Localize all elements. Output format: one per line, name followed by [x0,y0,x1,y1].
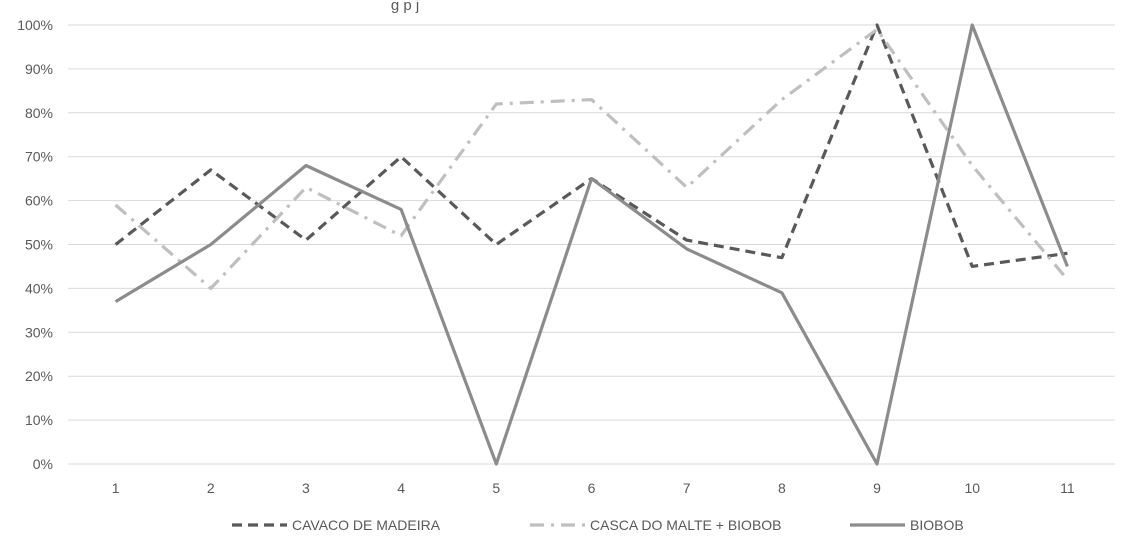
series-line-1 [114,23,1068,268]
series-line-2 [114,27,1069,290]
legend-label: BIOBOB [910,517,964,533]
legend-label: CASCA DO MALTE + BIOBOB [590,517,782,533]
x-tick-label: 7 [683,480,691,496]
y-tick-label: 30% [25,324,53,340]
x-tick-label: 6 [588,480,596,496]
y-tick-label: 10% [25,412,53,428]
x-tick-label: 4 [397,480,405,496]
y-tick-label: 80% [25,105,53,121]
y-tick-label: 20% [25,368,53,384]
x-tick-label: 2 [207,480,215,496]
y-tick-label: 100% [17,17,53,33]
series-lines [114,23,1069,466]
legend: CAVACO DE MADEIRA CASCA DO MALTE + BIOBOB… [232,517,964,533]
legend-label: CAVACO DE MADEIRA [292,517,441,533]
legend-item-3: BIOBOB [850,517,964,533]
x-tick-label: 10 [964,480,980,496]
x-tick-label: 9 [873,480,881,496]
x-tick-label: 11 [1060,480,1075,496]
axes: 0% 10% 20% 30% 40% 50% 60% 70% 80% 90% 100% 1 2 3 4 5 6 7… [17,17,1115,496]
y-tick-label: 40% [25,280,53,296]
y-tick-label: 60% [25,193,53,209]
x-tick-label: 1 [112,480,120,496]
y-tick-label: 90% [25,61,53,77]
series-line-3 [114,23,1069,466]
x-tick-label: 3 [302,480,310,496]
y-tick-label: 0% [33,456,53,472]
x-tick-label: 5 [492,480,500,496]
chart-title: g p j [391,0,419,14]
gridlines [68,24,1115,421]
legend-item-2: CASCA DO MALTE + BIOBOB [530,517,782,533]
y-tick-label: 70% [25,149,53,165]
y-tick-label: 50% [25,237,53,253]
legend-item-1: CAVACO DE MADEIRA [232,517,441,533]
x-tick-label: 8 [778,480,786,496]
